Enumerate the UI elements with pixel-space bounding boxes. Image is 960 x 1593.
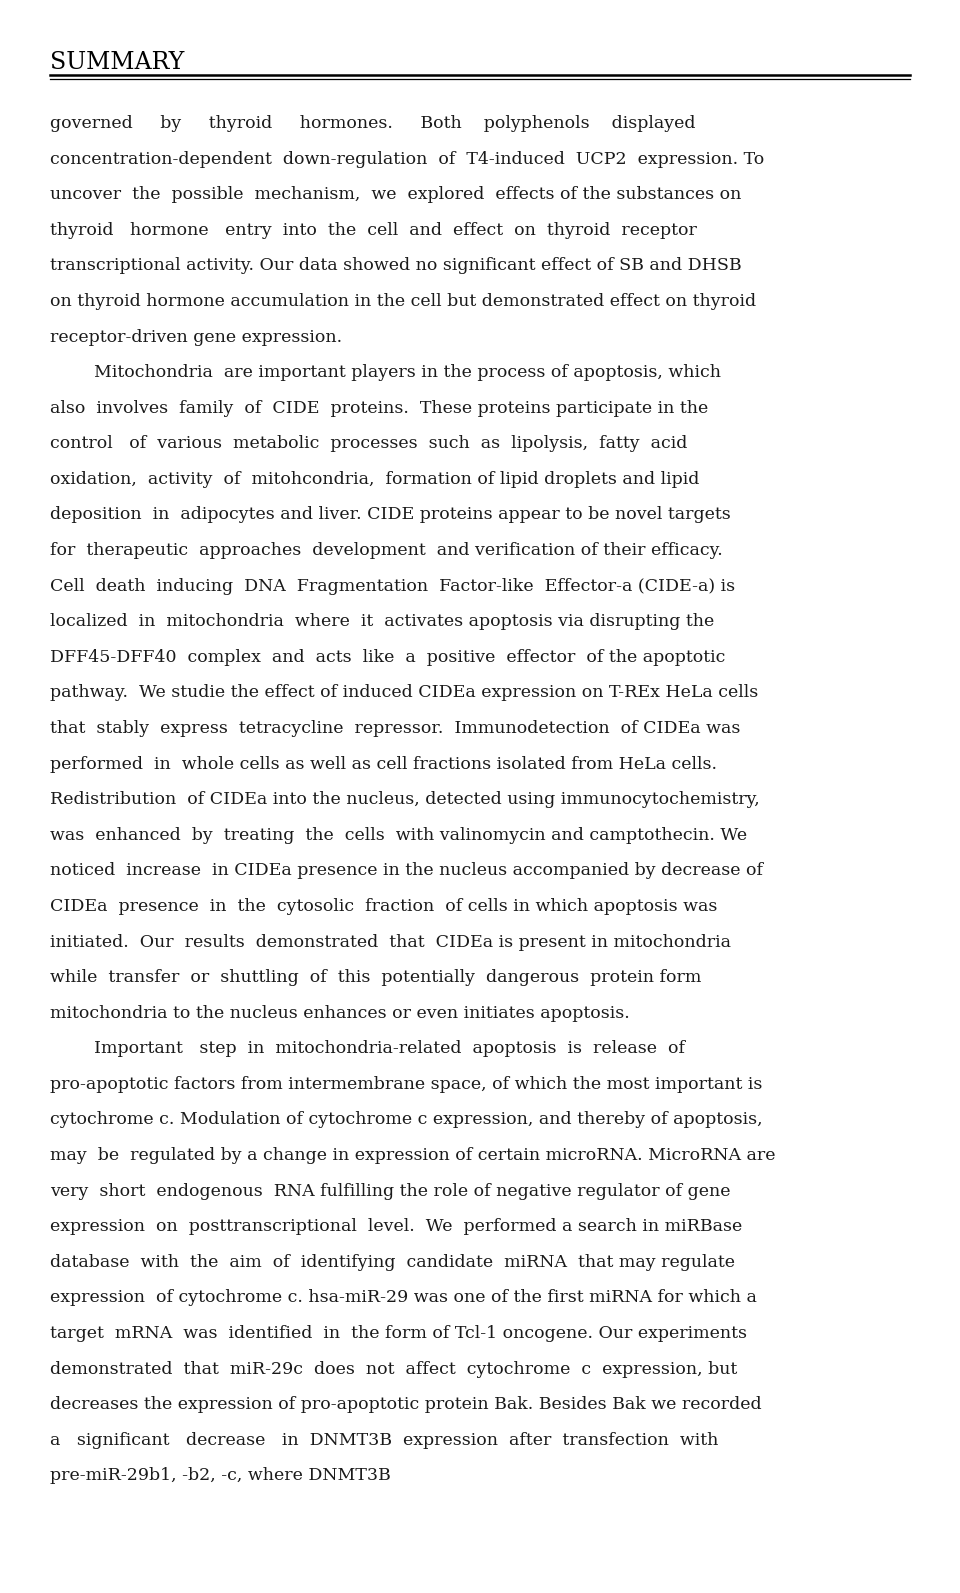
Text: cytochrome c. Modulation of cytochrome c expression, and thereby of apoptosis,: cytochrome c. Modulation of cytochrome c… bbox=[50, 1112, 762, 1128]
Text: receptor-driven gene expression.: receptor-driven gene expression. bbox=[50, 328, 342, 346]
Text: Redistribution  of CIDEa into the nucleus, detected using immunocytochemistry,: Redistribution of CIDEa into the nucleus… bbox=[50, 792, 759, 808]
Text: target  mRNA  was  identified  in  the form of Tcl-1 oncogene. Our experiments: target mRNA was identified in the form o… bbox=[50, 1325, 747, 1341]
Text: deposition  in  adipocytes and liver. CIDE proteins appear to be novel targets: deposition in adipocytes and liver. CIDE… bbox=[50, 507, 731, 524]
Text: thyroid   hormone   entry  into  the  cell  and  effect  on  thyroid  receptor: thyroid hormone entry into the cell and … bbox=[50, 221, 697, 239]
Text: for  therapeutic  approaches  development  and verification of their efficacy.: for therapeutic approaches development a… bbox=[50, 542, 723, 559]
Text: may  be  regulated by a change in expression of certain microRNA. MicroRNA are: may be regulated by a change in expressi… bbox=[50, 1147, 776, 1164]
Text: concentration-dependent  down-regulation  of  T4-induced  UCP2  expression. To: concentration-dependent down-regulation … bbox=[50, 151, 764, 167]
Text: a   significant   decrease   in  DNMT3B  expression  after  transfection  with: a significant decrease in DNMT3B express… bbox=[50, 1432, 718, 1448]
Text: Cell  death  inducing  DNA  Fragmentation  Factor-like  Effector-a (CIDE-a) is: Cell death inducing DNA Fragmentation Fa… bbox=[50, 578, 735, 594]
Text: that  stably  express  tetracycline  repressor.  Immunodetection  of CIDEa was: that stably express tetracycline repress… bbox=[50, 720, 740, 738]
Text: demonstrated  that  miR-29c  does  not  affect  cytochrome  c  expression, but: demonstrated that miR-29c does not affec… bbox=[50, 1360, 737, 1378]
Text: initiated.  Our  results  demonstrated  that  CIDEa is present in mitochondria: initiated. Our results demonstrated that… bbox=[50, 933, 731, 951]
Text: localized  in  mitochondria  where  it  activates apoptosis via disrupting the: localized in mitochondria where it activ… bbox=[50, 613, 714, 631]
Text: very  short  endogenous  RNA fulfilling the role of negative regulator of gene: very short endogenous RNA fulfilling the… bbox=[50, 1182, 731, 1200]
Text: on thyroid hormone accumulation in the cell but demonstrated effect on thyroid: on thyroid hormone accumulation in the c… bbox=[50, 293, 756, 311]
Text: oxidation,  activity  of  mitohcondria,  formation of lipid droplets and lipid: oxidation, activity of mitohcondria, for… bbox=[50, 472, 699, 487]
Text: also  involves  family  of  CIDE  proteins.  These proteins participate in the: also involves family of CIDE proteins. T… bbox=[50, 400, 708, 417]
Text: was  enhanced  by  treating  the  cells  with valinomycin and camptothecin. We: was enhanced by treating the cells with … bbox=[50, 827, 747, 844]
Text: DFF45-DFF40  complex  and  acts  like  a  positive  effector  of the apoptotic: DFF45-DFF40 complex and acts like a posi… bbox=[50, 648, 726, 666]
Text: expression  of cytochrome c. hsa-miR-29 was one of the first miRNA for which a: expression of cytochrome c. hsa-miR-29 w… bbox=[50, 1289, 756, 1306]
Text: noticed  increase  in CIDEa presence in the nucleus accompanied by decrease of: noticed increase in CIDEa presence in th… bbox=[50, 862, 763, 879]
Text: performed  in  whole cells as well as cell fractions isolated from HeLa cells.: performed in whole cells as well as cell… bbox=[50, 755, 717, 773]
Text: while  transfer  or  shuttling  of  this  potentially  dangerous  protein form: while transfer or shuttling of this pote… bbox=[50, 969, 702, 986]
Text: control   of  various  metabolic  processes  such  as  lipolysis,  fatty  acid: control of various metabolic processes s… bbox=[50, 435, 687, 452]
Text: pre-miR-29b1, -b2, -c, where DNMT3B: pre-miR-29b1, -b2, -c, where DNMT3B bbox=[50, 1467, 391, 1485]
Text: transcriptional activity. Our data showed no significant effect of SB and DHSB: transcriptional activity. Our data showe… bbox=[50, 258, 741, 274]
Text: pathway.  We studie the effect of induced CIDEa expression on T-REx HeLa cells: pathway. We studie the effect of induced… bbox=[50, 685, 758, 701]
Text: mitochondria to the nucleus enhances or even initiates apoptosis.: mitochondria to the nucleus enhances or … bbox=[50, 1005, 630, 1021]
Text: database  with  the  aim  of  identifying  candidate  miRNA  that may regulate: database with the aim of identifying can… bbox=[50, 1254, 735, 1271]
Text: governed     by     thyroid     hormones.     Both    polyphenols    displayed: governed by thyroid hormones. Both polyp… bbox=[50, 115, 695, 132]
Text: decreases the expression of pro-apoptotic protein Bak. Besides Bak we recorded: decreases the expression of pro-apoptoti… bbox=[50, 1395, 761, 1413]
Text: CIDEa  presence  in  the  cytosolic  fraction  of cells in which apoptosis was: CIDEa presence in the cytosolic fraction… bbox=[50, 898, 717, 914]
Text: pro-apoptotic factors from intermembrane space, of which the most important is: pro-apoptotic factors from intermembrane… bbox=[50, 1075, 762, 1093]
Text: SUMMARY: SUMMARY bbox=[50, 51, 184, 73]
Text: expression  on  posttranscriptional  level.  We  performed a search in miRBase: expression on posttranscriptional level.… bbox=[50, 1219, 742, 1235]
Text: Important   step  in  mitochondria-related  apoptosis  is  release  of: Important step in mitochondria-related a… bbox=[50, 1040, 684, 1058]
Text: uncover  the  possible  mechanism,  we  explored  effects of the substances on: uncover the possible mechanism, we explo… bbox=[50, 186, 741, 204]
Text: Mitochondria  are important players in the process of apoptosis, which: Mitochondria are important players in th… bbox=[50, 365, 721, 381]
